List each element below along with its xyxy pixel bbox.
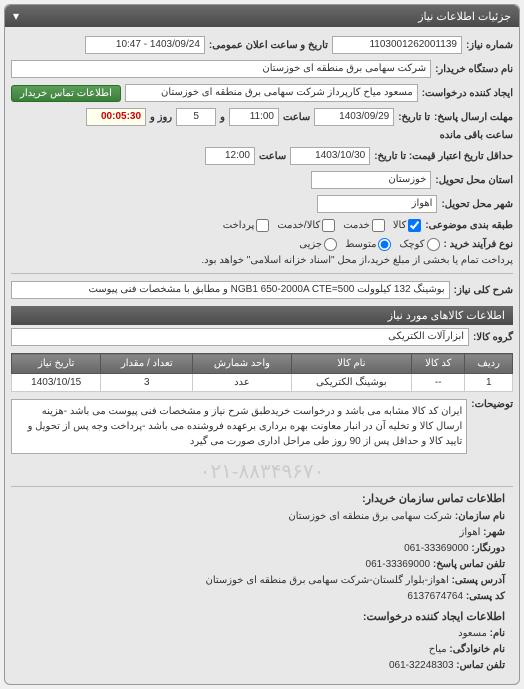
partial-radio[interactable] xyxy=(324,238,337,251)
buyer-org-field: شرکت سهامی برق منطقه ای خوزستان xyxy=(11,60,431,78)
th-name: نام کالا xyxy=(291,354,411,374)
delivery-city-field: اهواز xyxy=(317,195,437,213)
th-qty: تعداد / مقدار xyxy=(101,354,193,374)
post-value: 33369000-061 xyxy=(404,543,469,554)
panel-header: جزئیات اطلاعات نیاز ▾ xyxy=(5,5,519,27)
goods-group-label: گروه کالا: xyxy=(473,332,513,343)
cell-unit: عدد xyxy=(193,374,291,392)
org-value: شرکت سهامی برق منطقه ای خوزستان xyxy=(288,511,452,522)
delivery-state-field: خوزستان xyxy=(311,171,431,189)
cell-code: -- xyxy=(412,374,465,392)
th-row: ردیف xyxy=(465,354,513,374)
phone-value: 32248303-061 xyxy=(389,660,454,671)
delivery-city-label: شهر محل تحویل: xyxy=(441,199,513,210)
address-value: اهواز-بلوار گلستان-شرکت سهامی برق منطقه … xyxy=(206,575,449,586)
time-left-field: 00:05:30 xyxy=(86,108,146,126)
name-label: نام: xyxy=(490,628,505,639)
postal-value: 6137674764 xyxy=(407,591,463,602)
goods-checkbox[interactable] xyxy=(408,219,421,232)
remain-label: ساعت باقی مانده xyxy=(440,130,513,141)
th-code: کد کالا xyxy=(412,354,465,374)
days-left-field: 5 xyxy=(176,108,216,126)
delivery-state-label: استان محل تحویل: xyxy=(435,175,513,186)
payment-checkbox-item[interactable]: پرداخت xyxy=(223,219,270,232)
subject-service-radio[interactable]: خدمت xyxy=(343,219,385,232)
family-value: میاح xyxy=(429,644,447,655)
service-checkbox[interactable] xyxy=(372,219,385,232)
post-label: دورنگار: xyxy=(471,543,505,554)
buyer-contact-block: اطلاعات تماس سازمان خریدار: نام سازمان: … xyxy=(11,487,513,678)
buy-type-group: کوچک متوسط جزیی xyxy=(299,238,439,251)
th-unit: واحد شمارش xyxy=(193,354,291,374)
price-valid-label: حداقل تاریخ اعتبار قیمت: تا تاریخ: xyxy=(374,151,513,162)
city-label: شهر: xyxy=(483,527,505,538)
cell-row: 1 xyxy=(465,374,513,392)
reply-time-field: 11:00 xyxy=(229,108,279,126)
cell-qty: 3 xyxy=(101,374,193,392)
goods-group-field: ابزارآلات الکتریکی xyxy=(11,328,469,346)
goods-table: ردیف کد کالا نام کالا واحد شمارش تعداد /… xyxy=(11,353,513,392)
subject-goods-service-radio[interactable]: کالا/خدمت xyxy=(277,219,335,232)
address-label: آدرس پستی: xyxy=(452,575,505,586)
city-value: اهواز xyxy=(460,527,481,538)
and-label: و xyxy=(220,112,225,123)
table-row: 1 -- بوشینگ الکتریکی عدد 3 1403/10/15 xyxy=(12,374,513,392)
phone-label: تلفن تماس: xyxy=(456,660,505,671)
reply-phone-value: 33369000-061 xyxy=(366,559,431,570)
need-details-panel: جزئیات اطلاعات نیاز ▾ شماره نیاز: 110300… xyxy=(4,4,520,685)
need-desc-label: شرح کلی نیاز: xyxy=(454,285,513,296)
time-label-2: ساعت xyxy=(259,151,286,162)
creator-contact-title: اطلاعات ایجاد کننده درخواست: xyxy=(19,609,505,627)
collapse-icon[interactable]: ▾ xyxy=(13,9,19,23)
contact-title: اطلاعات تماس سازمان خریدار: xyxy=(19,491,505,509)
subject-goods-radio[interactable]: کالا xyxy=(393,219,422,232)
reply-phone-label: تلفن تماس پاسخ: xyxy=(433,559,505,570)
panel-body: شماره نیاز: 1103001262001139 تاریخ و ساع… xyxy=(5,27,519,684)
goods-info-title: اطلاعات کالاهای مورد نیاز xyxy=(11,306,513,325)
reply-date-field: 1403/09/29 xyxy=(314,108,394,126)
creator-field: مسعود میاح کارپرداز شرکت سهامی برق منطقه… xyxy=(125,84,418,102)
need-desc-field: بوشینگ 132 کیلوولت NGB1 650-2000A CTE=50… xyxy=(11,281,450,299)
subject-type-label: طبقه بندی موضوعی: xyxy=(425,220,513,231)
payment-note: پرداخت تمام یا بخشی از مبلغ خرید،از محل … xyxy=(201,255,513,266)
payment-checkbox[interactable] xyxy=(256,219,269,232)
time-label-1: ساعت xyxy=(283,112,310,123)
watermark-phone: ۰۲۱-۸۸۳۴۹۶۷۰ xyxy=(11,457,513,486)
panel-title: جزئیات اطلاعات نیاز xyxy=(418,10,511,23)
buy-partial-radio[interactable]: جزیی xyxy=(299,238,337,251)
family-label: نام خانوادگی: xyxy=(449,644,505,655)
th-date: تاریخ نیاز xyxy=(12,354,101,374)
price-time-field: 12:00 xyxy=(205,147,255,165)
need-no-field: 1103001262001139 xyxy=(332,36,462,54)
buy-type-label: نوع فرآیند خرید : xyxy=(444,239,513,250)
buy-medium-radio[interactable]: متوسط xyxy=(345,238,391,251)
org-label: نام سازمان: xyxy=(455,511,505,522)
contact-buyer-button[interactable]: اطلاعات تماس خریدار xyxy=(11,85,121,102)
notes-text: ایران کد کالا مشابه می باشد و درخواست خر… xyxy=(11,399,467,454)
need-no-label: شماره نیاز: xyxy=(466,40,513,51)
price-date-field: 1403/10/30 xyxy=(290,147,370,165)
buy-small-radio[interactable]: کوچک xyxy=(399,238,439,251)
cell-date: 1403/10/15 xyxy=(12,374,101,392)
reply-deadline-label: مهلت ارسال پاسخ: xyxy=(434,112,513,123)
cell-name: بوشینگ الکتریکی xyxy=(291,374,411,392)
small-radio[interactable] xyxy=(427,238,440,251)
subject-type-group: کالا خدمت کالا/خدمت پرداخت xyxy=(223,219,422,232)
announce-field: 1403/09/24 - 10:47 xyxy=(85,36,205,54)
postal-label: کد پستی: xyxy=(466,591,505,602)
creator-label: ایجاد کننده درخواست: xyxy=(422,88,513,99)
goods-service-checkbox[interactable] xyxy=(322,219,335,232)
days-label: روز و xyxy=(150,112,172,123)
until-label: تا تاریخ: xyxy=(398,112,430,123)
medium-radio[interactable] xyxy=(378,238,391,251)
name-value: مسعود xyxy=(458,628,487,639)
notes-label: توضیحات: xyxy=(471,399,513,410)
announce-label: تاریخ و ساعت اعلان عمومی: xyxy=(209,40,328,51)
buyer-org-label: نام دستگاه خریدار: xyxy=(435,64,513,75)
